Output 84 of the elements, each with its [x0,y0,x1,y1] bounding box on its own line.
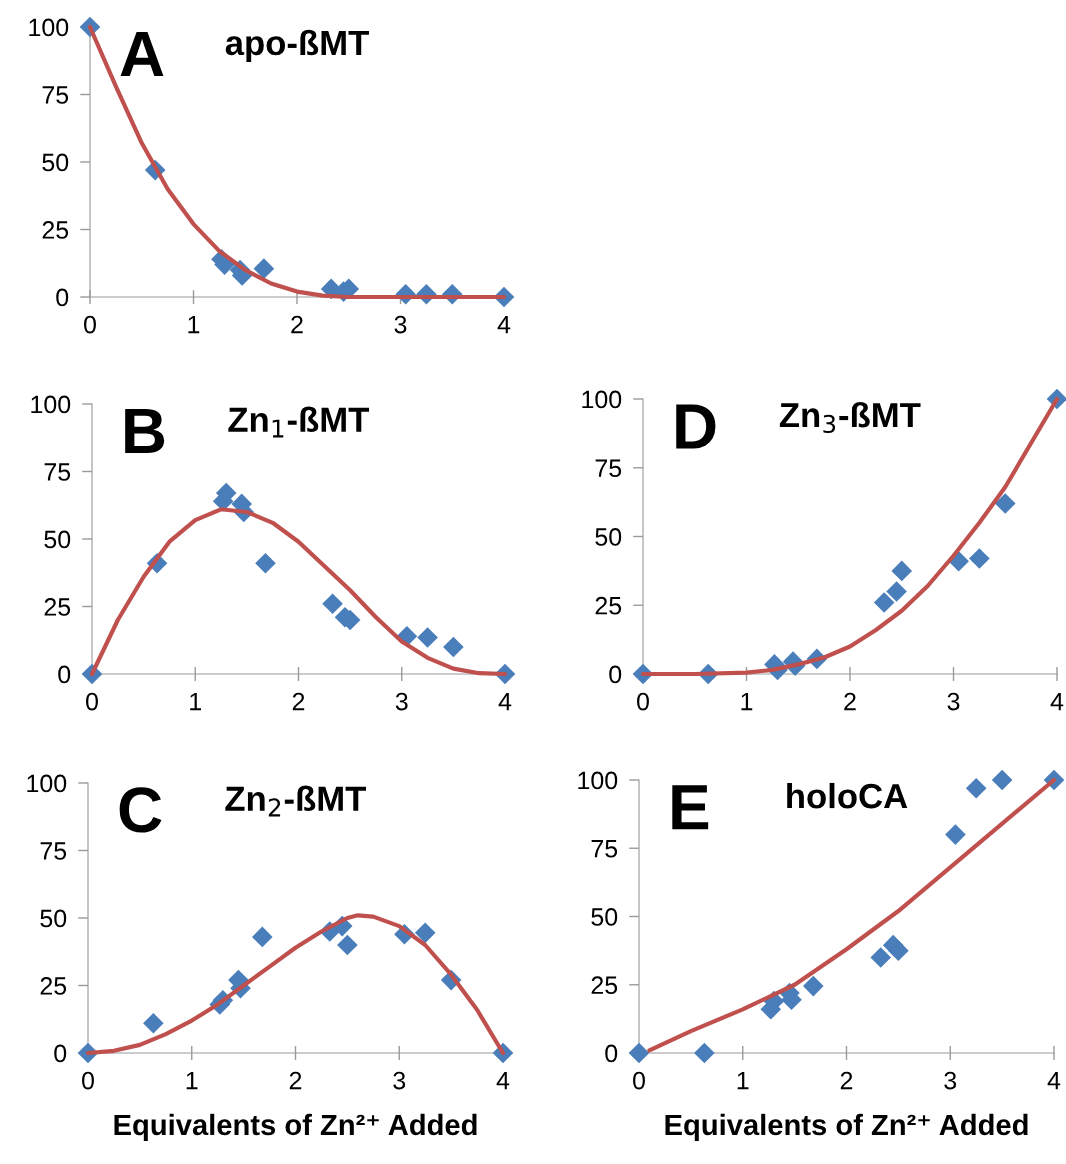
x-tick-label: 2 [840,1071,853,1090]
x-tick-label: 4 [498,692,512,711]
point [337,934,358,956]
point [870,947,892,968]
annotation: D [676,404,716,449]
y-tick-label: 75 [595,459,622,478]
x-tick-label: 1 [741,692,753,711]
y-tick-label: 50 [44,530,71,549]
x-tick-label: 0 [633,1071,645,1090]
y-tick-label: 25 [40,977,67,995]
chart-title: holoCA [787,782,908,809]
x-tick-label: 2 [844,692,856,711]
point [873,592,895,613]
y-tick-label: 25 [595,596,622,615]
y-tick-label: 75 [591,840,618,858]
x-tick-label: 3 [944,1071,957,1090]
point [255,553,276,574]
x-tick-label: 1 [186,1071,198,1090]
y-tick-label: 75 [42,86,69,104]
point [253,258,275,279]
point [945,824,966,845]
x-tick-label: 1 [190,692,201,711]
x-axis-title: Equivalents of Zn²⁺ Added [665,1113,1028,1141]
x-tick-label: 3 [394,315,407,334]
annotation: E [672,785,709,830]
y-tick-label: 0 [605,1044,618,1063]
x-tick-label: 3 [393,1071,406,1090]
y-tick-label: 100 [31,395,71,414]
point [414,922,436,944]
annotation: B [125,408,165,453]
point [888,940,909,961]
y-tick-label: 75 [44,463,71,481]
x-tick-label: 0 [82,1071,94,1090]
point [252,926,273,948]
y-tick-label: 75 [40,842,67,860]
point [803,975,824,997]
chart-title: apo-ßMT [225,29,369,63]
annotation: C [119,787,162,833]
x-tick-label: 2 [292,692,305,711]
point [628,1042,650,1064]
y-tick-label: 100 [582,390,622,409]
annotation: A [120,31,164,76]
x-tick-label: 2 [289,1071,302,1090]
y-tick-label: 0 [54,1044,67,1063]
x-tick-label: 4 [1047,1071,1061,1090]
y-tick-label: 0 [609,665,622,684]
x-tick-label: 1 [188,315,200,334]
point [322,593,343,615]
point [443,636,464,658]
point [994,493,1016,514]
point [417,627,438,648]
y-tick-label: 0 [56,288,69,307]
point [965,777,987,799]
x-tick-label: 4 [497,315,511,334]
x-axis-title: Equivalents of Zn²⁺ Added [114,1113,477,1141]
x-tick-label: 1 [737,1071,749,1090]
x-tick-label: 0 [637,692,649,711]
x-tick-label: 0 [84,315,96,334]
point [891,560,913,582]
x-tick-label: 3 [395,692,408,711]
x-tick-label: 3 [947,692,960,711]
y-tick-label: 0 [58,665,71,684]
point [969,548,990,569]
point [694,1042,715,1064]
y-tick-label: 25 [42,221,69,239]
point [143,1013,164,1034]
y-tick-label: 50 [591,908,618,926]
point [991,769,1013,791]
x-tick-label: 0 [86,692,98,711]
x-tick-label: 4 [1050,692,1064,711]
chart-title: Zn$_{3}$-ßMT [779,401,921,434]
y-tick-label: 100 [578,771,618,790]
y-tick-label: 100 [29,18,69,37]
point [886,581,907,602]
chart-title: Zn$_{2}$-ßMT [225,785,367,817]
chart-title: Zn$_{1}$-ßMT [228,406,370,438]
x-tick-label: 4 [496,1071,510,1090]
y-tick-label: 100 [27,774,67,793]
y-tick-label: 25 [44,598,71,616]
y-tick-label: 50 [595,528,622,546]
x-tick-label: 2 [291,315,303,334]
y-tick-label: 50 [42,153,69,172]
y-tick-label: 25 [591,976,618,995]
y-tick-label: 50 [40,909,67,928]
